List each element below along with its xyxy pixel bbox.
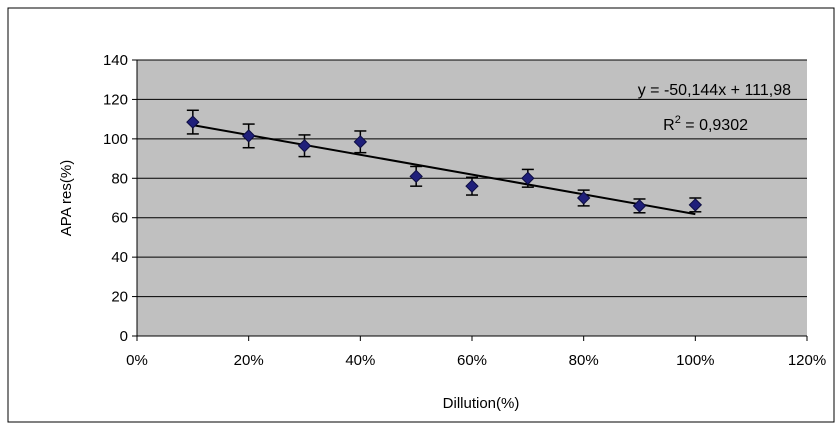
data-point [688, 198, 703, 212]
x-tick-label: 20% [234, 352, 264, 369]
y-tick-label: 20 [111, 289, 128, 306]
r-squared-superscript: 2 [675, 114, 681, 126]
y-tick-label: 60 [111, 210, 128, 227]
y-tick-label: 0 [120, 328, 128, 345]
x-axis-ticks: 0% 20% 40% 60% 80% 100% 120% [126, 336, 826, 369]
x-tick-label: 0% [126, 352, 148, 369]
x-tick-label: 60% [457, 352, 487, 369]
data-point [576, 191, 591, 205]
plot-area [137, 60, 807, 336]
data-point [409, 169, 423, 184]
data-point [297, 139, 312, 153]
x-tick-label: 100% [676, 352, 714, 369]
y-tick-label: 140 [103, 52, 128, 69]
x-tick-label: 120% [788, 352, 826, 369]
x-tick-label: 40% [345, 352, 375, 369]
data-point [465, 179, 479, 193]
y-axis-ticks: 0 20 40 60 80 100 120 140 [103, 52, 137, 345]
x-axis-title: Dillution(%) [443, 395, 520, 412]
r-squared-prefix: R [663, 117, 675, 134]
trendline-equation: y = -50,144x + 111,98 [638, 82, 791, 99]
y-tick-label: 80 [111, 170, 128, 187]
data-point [632, 199, 647, 213]
r-squared-value: = 0,9302 [681, 117, 748, 134]
y-tick-label: 120 [103, 91, 128, 108]
r-squared-label: R2 = 0,9302 [663, 114, 748, 134]
x-tick-label: 80% [569, 352, 599, 369]
data-point [186, 115, 200, 129]
data-point [241, 129, 256, 143]
trendline [192, 124, 696, 216]
data-point [353, 135, 368, 149]
y-tick-label: 100 [103, 131, 128, 148]
trendline-line [192, 124, 696, 216]
data-points [186, 115, 703, 213]
y-tick-label: 40 [111, 249, 128, 266]
data-point [521, 171, 535, 185]
y-axis-title: APA res(%) [58, 160, 75, 236]
